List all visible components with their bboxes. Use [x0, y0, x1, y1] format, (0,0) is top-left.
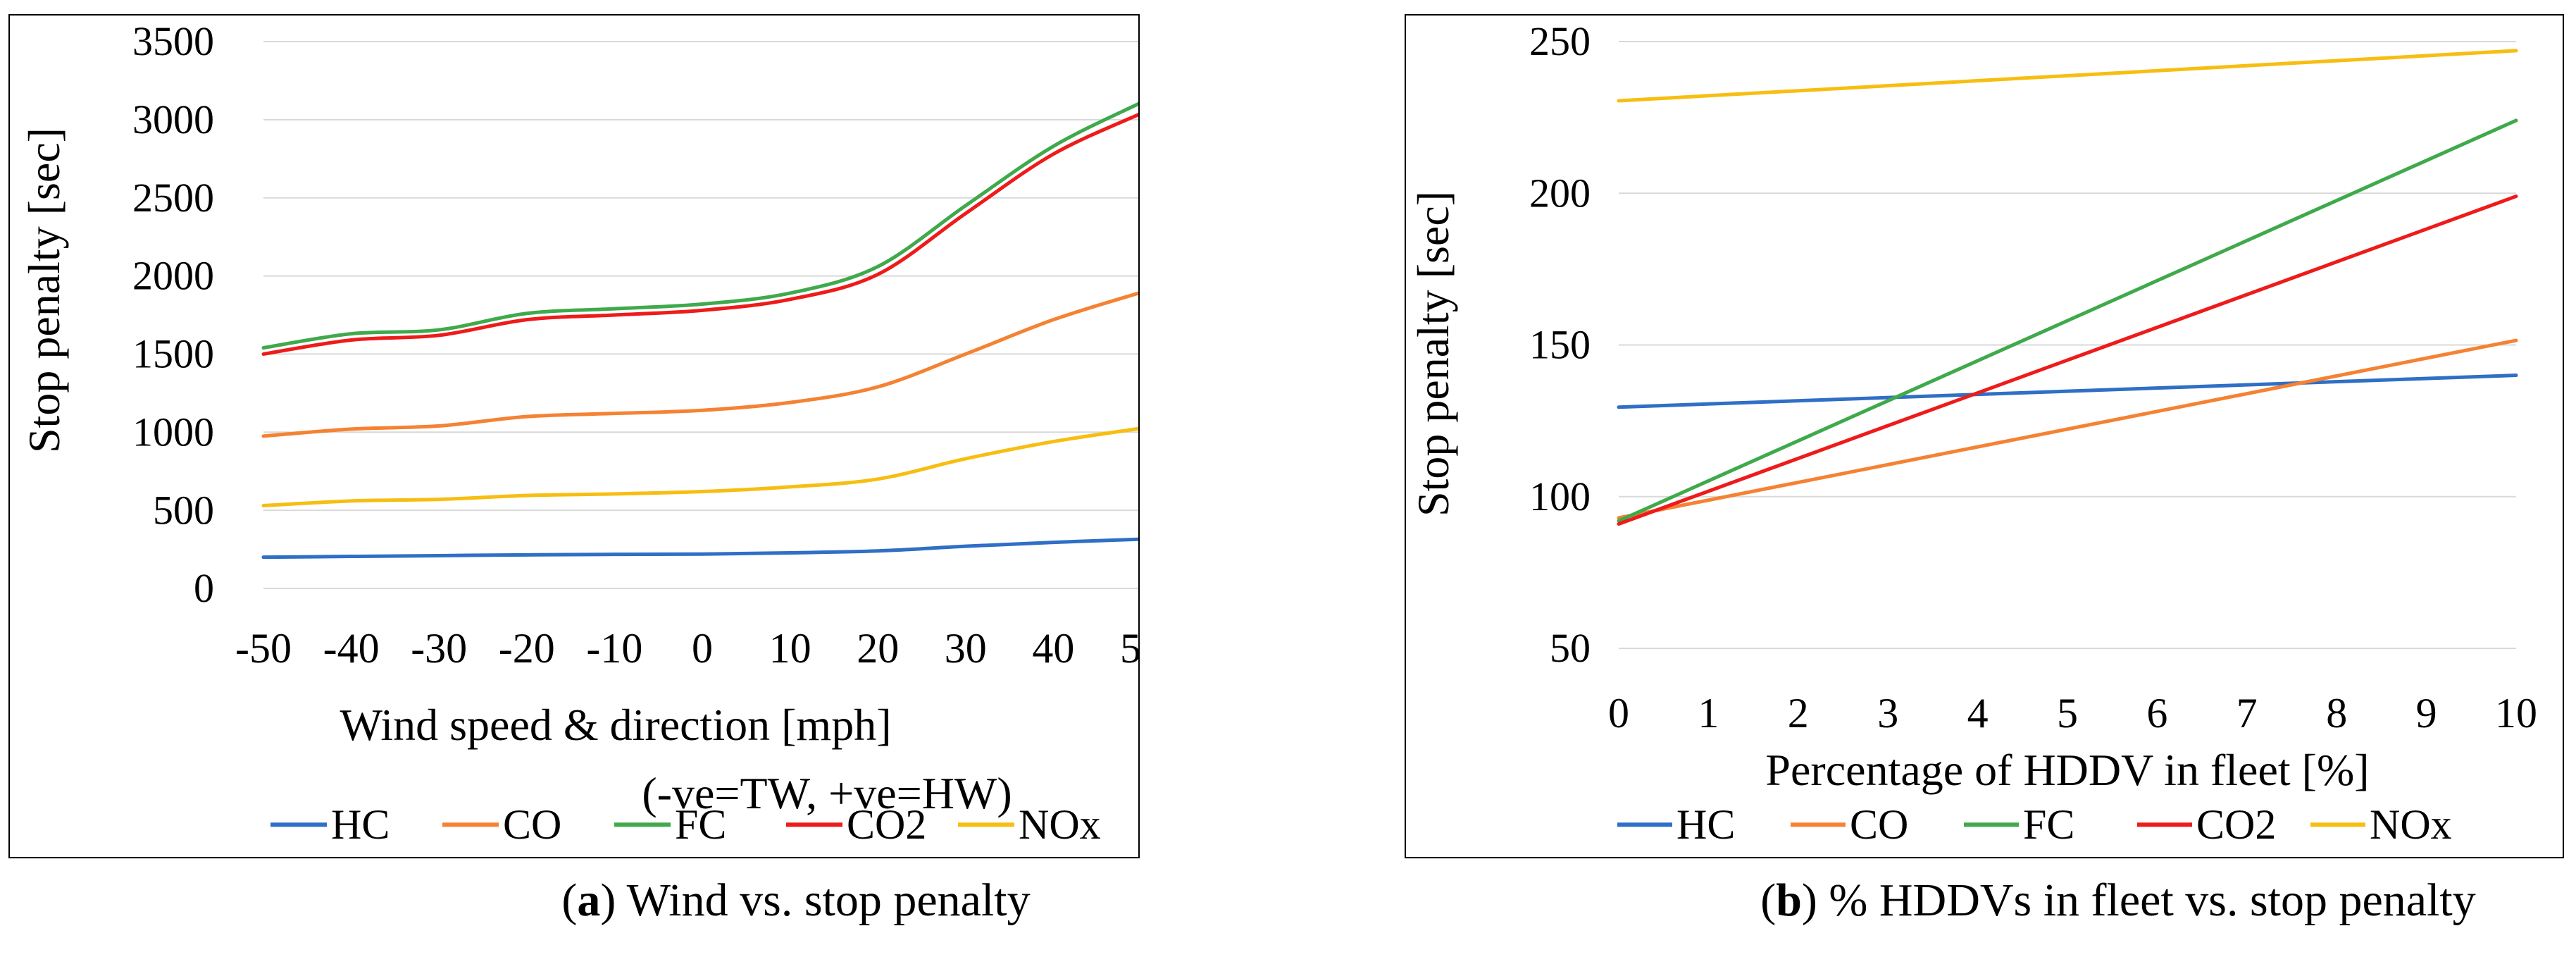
series-line-co — [1617, 338, 2518, 520]
x-tick-label: -50 — [235, 625, 292, 672]
x-tick-label: 7 — [2236, 690, 2258, 736]
x-tick-label: -40 — [323, 625, 380, 672]
y-tick-label: 150 — [1529, 322, 1591, 368]
caption-a: (a) Wind vs. stop penalty — [561, 875, 1031, 926]
legend-label-fc: FC — [675, 801, 726, 848]
legend-label-hc: HC — [331, 801, 390, 848]
caption-a-letter: a — [577, 875, 601, 926]
chart-panel-a: 0 500 1000 1500 2000 2500 3000 3500 -50 -40 -30 -20… — [8, 14, 1140, 858]
legend-label-co2: CO2 — [847, 801, 926, 848]
y-tick-label: 1000 — [132, 409, 214, 455]
y-tick-label: 50 — [1550, 625, 1591, 671]
series-line-co2 — [261, 113, 1138, 356]
y-tick-label: 250 — [1529, 18, 1591, 64]
series-line-fc — [1617, 118, 2518, 523]
y-tick-label: 1500 — [132, 331, 214, 377]
caption-b-letter: b — [1776, 875, 1802, 926]
x-tick-label: 10 — [769, 625, 811, 672]
series-line-hc — [1617, 373, 2518, 409]
x-tick-label: 9 — [2416, 690, 2437, 736]
legend-label-fc: FC — [2023, 801, 2074, 848]
series-line-hc — [261, 537, 1138, 560]
chart-panel-b: 50 100 150 200 250 0 1 2 3 4 5 6 7 8 9 10 Percentage of … — [1405, 14, 2564, 858]
y-tick-label: 500 — [153, 487, 214, 533]
series-line-co — [261, 291, 1138, 438]
x-tick-label: 2 — [1788, 690, 1809, 736]
y-tick-label: 100 — [1529, 474, 1591, 519]
legend-label-nox: NOx — [2370, 801, 2452, 848]
x-axis-sublabel: (-ve=TW, +ve=HW) — [642, 768, 1012, 818]
x-tick-label: 20 — [857, 625, 899, 672]
caption-b: (b) % HDDVs in fleet vs. stop penalty — [1760, 875, 2476, 926]
caption-b-text: % HDDVs in fleet vs. stop penalty — [1817, 875, 2476, 926]
y-axis-label: Stop penalty [sec] — [19, 128, 69, 453]
series-line-fc — [261, 101, 1138, 350]
series-line-nox — [1617, 49, 2518, 103]
y-tick-label: 0 — [194, 565, 214, 611]
x-tick-label: -10 — [586, 625, 642, 672]
legend-label-nox: NOx — [1019, 801, 1101, 848]
caption-a-text: Wind vs. stop penalty — [616, 875, 1031, 926]
x-tick-label: 6 — [2146, 690, 2167, 736]
x-tick-label: 0 — [692, 625, 713, 672]
y-tick-label: 2000 — [132, 253, 214, 299]
x-tick-label: 1 — [1698, 690, 1719, 736]
x-tick-label: 40 — [1032, 625, 1074, 672]
legend-label-co: CO — [1850, 801, 1908, 848]
legend-label-hc: HC — [1676, 801, 1735, 848]
x-axis-label: Wind speed & direction [mph] — [340, 700, 892, 750]
series-line-co2 — [1617, 195, 2518, 526]
x-tick-label: 8 — [2326, 690, 2347, 736]
x-tick-label: 0 — [1608, 690, 1629, 736]
y-tick-label: 3500 — [132, 18, 214, 64]
x-tick-label: -30 — [411, 625, 467, 672]
y-tick-label: 200 — [1529, 170, 1591, 216]
x-tick-label: 50 — [1120, 625, 1138, 672]
x-tick-label: 30 — [945, 625, 987, 672]
x-tick-label: 10 — [2495, 690, 2537, 736]
legend-label-co2: CO2 — [2196, 801, 2276, 848]
y-axis-label: Stop penalty [sec] — [1408, 191, 1458, 517]
x-tick-label: 3 — [1877, 690, 1898, 736]
x-tick-label: 4 — [1967, 690, 1989, 736]
series-line-nox — [261, 426, 1138, 507]
x-tick-label: -20 — [499, 625, 555, 672]
legend-label-co: CO — [503, 801, 561, 848]
x-tick-label: 5 — [2057, 690, 2078, 736]
y-tick-label: 3000 — [132, 97, 214, 142]
chart-b: 50 100 150 200 250 0 1 2 3 4 5 6 7 8 9 10 Percentage of … — [1408, 18, 2537, 848]
x-axis-label: Percentage of HDDV in fleet [%] — [1765, 745, 2369, 795]
y-tick-label: 2500 — [132, 175, 214, 221]
